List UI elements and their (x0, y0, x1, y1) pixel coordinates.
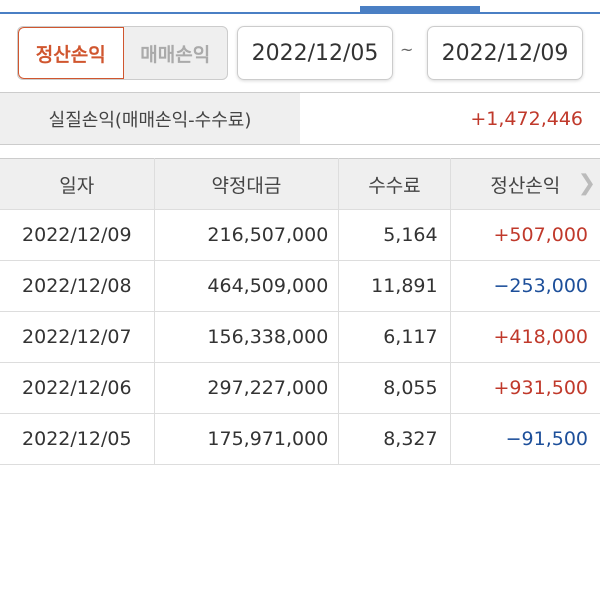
row-amount: 464,509,000 (154, 260, 340, 312)
toggle-settlement-pnl[interactable]: 정산손익 (18, 27, 124, 79)
header-amount: 약정대금 (154, 158, 340, 210)
row-date: 2022/12/09 (0, 209, 155, 261)
end-date-field[interactable]: 2022/12/09 (427, 26, 583, 80)
row-pnl: +418,000 (450, 311, 600, 363)
header-fee: 수수료 (338, 158, 451, 210)
chevron-right-icon[interactable]: ❯ (577, 171, 596, 196)
toggle-trading-pnl[interactable]: 매매손익 (140, 43, 211, 66)
table-row[interactable]: 2022/12/05 175,971,000 8,327 −91,500 (0, 413, 600, 465)
row-date: 2022/12/06 (0, 362, 155, 414)
row-fee: 5,164 (338, 209, 451, 261)
active-tab-indicator (360, 6, 480, 13)
table-row[interactable]: 2022/12/08 464,509,000 11,891 −253,000 (0, 260, 600, 312)
summary-label: 실질손익(매매손익-수수료) (0, 93, 300, 144)
table-row[interactable]: 2022/12/09 216,507,000 5,164 +507,000 (0, 209, 600, 261)
summary-row: 실질손익(매매손익-수수료) +1,472,446 (0, 92, 600, 145)
table-row[interactable]: 2022/12/06 297,227,000 8,055 +931,500 (0, 362, 600, 414)
row-date: 2022/12/05 (0, 413, 155, 465)
row-pnl: +507,000 (450, 209, 600, 261)
row-fee: 8,055 (338, 362, 451, 414)
row-date: 2022/12/08 (0, 260, 155, 312)
header-pnl-label: 정산손익 (490, 174, 561, 197)
row-amount: 297,227,000 (154, 362, 340, 414)
row-amount: 156,338,000 (154, 311, 340, 363)
row-fee: 8,327 (338, 413, 451, 465)
row-amount: 216,507,000 (154, 209, 340, 261)
summary-value: +1,472,446 (470, 107, 583, 130)
row-fee: 11,891 (338, 260, 451, 312)
start-date-field[interactable]: 2022/12/05 (237, 26, 393, 80)
row-date: 2022/12/07 (0, 311, 155, 363)
pnl-type-toggle[interactable]: 정산손익 매매손익 (17, 26, 228, 80)
header-date: 일자 (0, 158, 155, 210)
row-pnl: −91,500 (450, 413, 600, 465)
date-separator: ~ (400, 40, 414, 59)
table-header: 일자 약정대금 수수료 정산손익 ❯ (0, 158, 600, 210)
row-amount: 175,971,000 (154, 413, 340, 465)
header-pnl: 정산손익 ❯ (450, 158, 600, 210)
pnl-table: 일자 약정대금 수수료 정산손익 ❯ 2022/12/09 216,507,000 5… (0, 158, 600, 465)
tab-underline (0, 12, 600, 14)
table-row[interactable]: 2022/12/07 156,338,000 6,117 +418,000 (0, 311, 600, 363)
row-pnl: −253,000 (450, 260, 600, 312)
row-pnl: +931,500 (450, 362, 600, 414)
row-fee: 6,117 (338, 311, 451, 363)
